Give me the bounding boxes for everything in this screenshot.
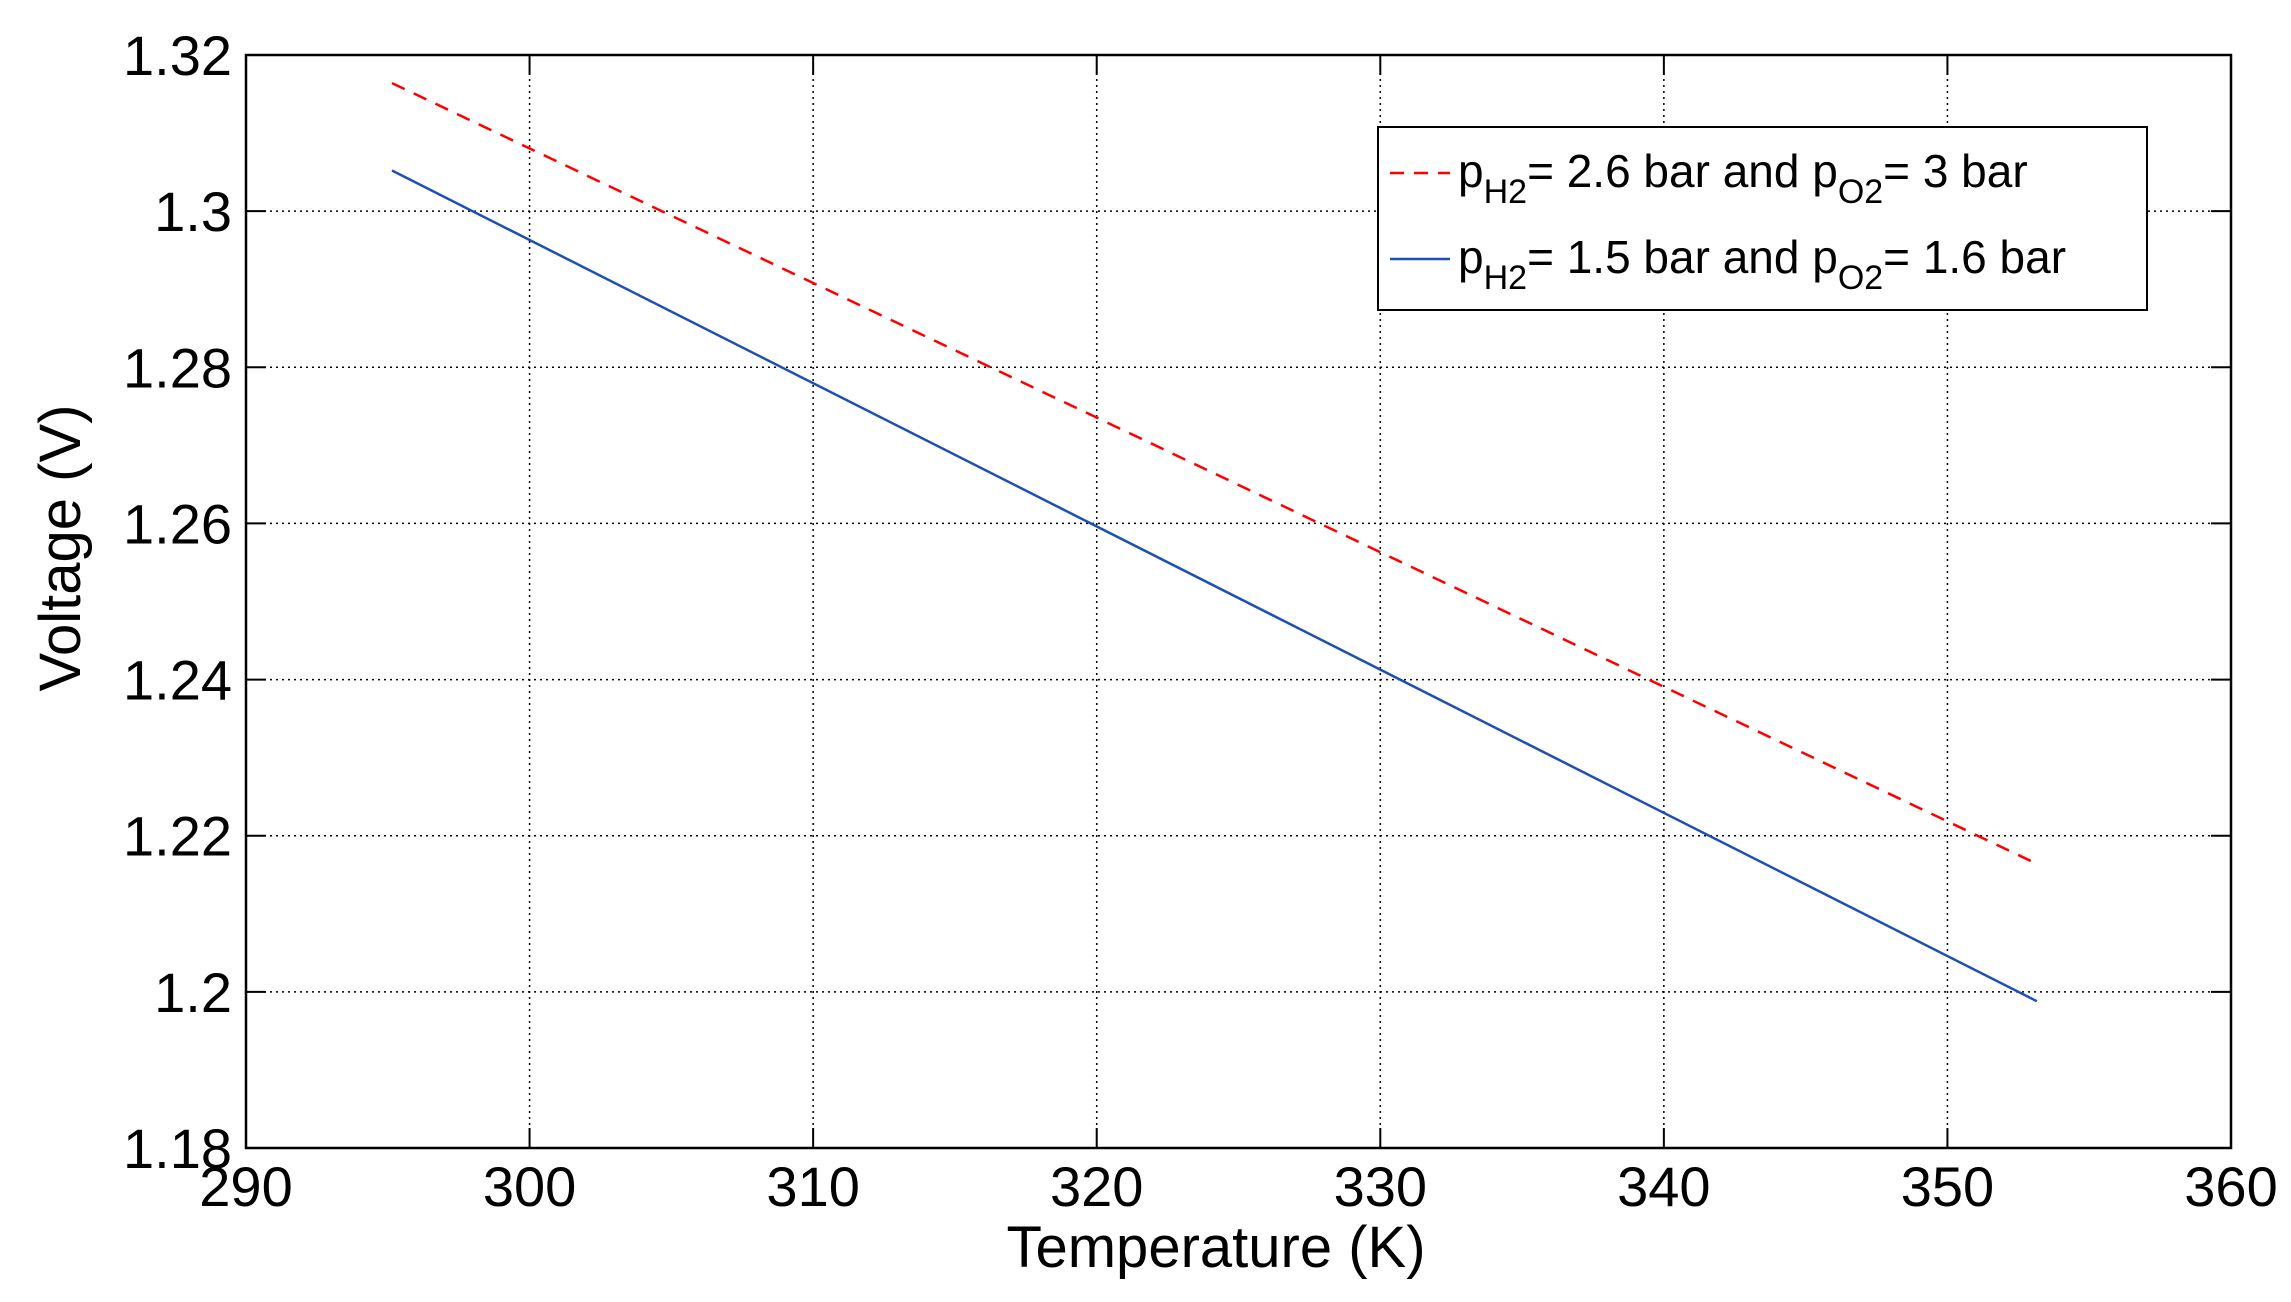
y-tick-label: 1.24 [123,649,232,712]
x-tick-label: 310 [766,1155,859,1218]
y-tick-label: 1.22 [123,805,232,868]
y-axis-title: Voltage (V) [28,405,93,692]
series-line-1 [391,81,2038,865]
legend-box [1377,126,2148,311]
plot-frame [244,53,2233,1150]
x-tick-label: 340 [1617,1155,1710,1218]
y-tick-label: 1.18 [123,1117,232,1180]
y-tick-label: 1.3 [154,180,232,243]
legend-label-series-2: pH2= 1.5 bar and pO2= 1.6 bar [1458,231,2066,297]
x-tick-label: 350 [1901,1155,1994,1218]
x-tick-label: 330 [1334,1155,1427,1218]
x-tick-label: 290 [199,1155,292,1218]
y-tick-label: 1.26 [123,492,232,555]
grid [246,55,2231,1148]
y-tick-label: 1.28 [123,336,232,399]
series-layer [391,81,2038,1003]
x-tick-label: 360 [2184,1155,2277,1218]
y-tick-label: 1.32 [123,24,232,87]
x-tick-label: 320 [1050,1155,1143,1218]
series-line-2 [391,169,2038,1003]
legend: pH2= 2.6 bar and pO2= 3 bar pH2= 1.5 bar… [1377,126,2148,311]
legend-label-series-1: pH2= 2.6 bar and pO2= 3 bar [1458,145,2028,211]
x-tick-labels: 290 300 310 320 330 340 350 360 [199,1155,2277,1218]
ticks [245,54,2232,1149]
y-tick-labels: 1.18 1.2 1.22 1.24 1.26 1.28 1.3 1.32 [123,24,232,1180]
x-tick-label: 300 [483,1155,576,1218]
y-tick-label: 1.2 [154,961,232,1024]
x-axis-title: Temperature (K) [1006,1215,1425,1280]
